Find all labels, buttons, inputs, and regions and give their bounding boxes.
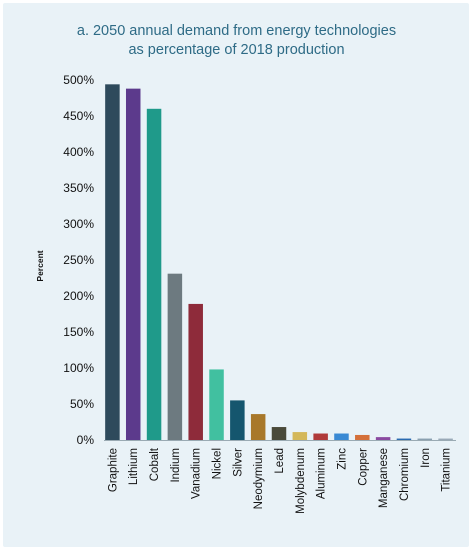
bar-iron: [417, 438, 433, 440]
y-tick-label: 350%: [63, 181, 94, 195]
y-tick-label: 100%: [63, 361, 94, 375]
bar-nickel: [209, 369, 224, 440]
bar-indium: [167, 273, 183, 440]
x-tick-label-indium: Indium: [170, 448, 182, 483]
bar-manganese: [375, 437, 391, 440]
chart-title-line-1: a. 2050 annual demand from energy techno…: [76, 23, 397, 39]
bar-vanadium: [188, 303, 203, 440]
bar-zinc: [334, 433, 349, 440]
bar-cobalt: [146, 108, 162, 441]
y-tick-label: 150%: [63, 325, 94, 339]
x-tick-label-manganese: Manganese: [378, 448, 390, 508]
bar-copper: [355, 434, 370, 440]
x-tick-label-copper: Copper: [357, 448, 369, 486]
x-tick-label-silver: Silver: [232, 448, 244, 477]
x-tick-label-zinc: Zinc: [336, 448, 348, 470]
y-axis-label: Percent: [35, 250, 45, 281]
bar-titanium: [438, 438, 453, 440]
bar-neodymium: [250, 414, 266, 440]
bar-chromium: [396, 438, 412, 440]
y-tick-label: 200%: [63, 289, 94, 303]
bar-molybdenum: [292, 432, 308, 440]
x-tick-label-cobalt: Cobalt: [149, 447, 161, 481]
x-tick-label-vanadium: Vanadium: [191, 448, 203, 499]
x-tick-label-chromium: Chromium: [399, 448, 411, 501]
bar-lead: [271, 427, 287, 440]
x-tick-label-aluminum: Aluminum: [316, 448, 328, 499]
bar-graphite: [105, 84, 120, 440]
y-tick-label: 300%: [63, 217, 94, 231]
bar-series: [105, 84, 453, 441]
x-tick-label-iron: Iron: [420, 448, 432, 468]
y-tick-label: 500%: [63, 73, 94, 87]
chart-title-line-2: as percentage of 2018 production: [128, 42, 345, 58]
bar-silver: [230, 400, 245, 440]
y-tick-label: 450%: [63, 109, 94, 123]
x-tick-label-graphite: Graphite: [107, 448, 119, 492]
x-tick-label-lithium: Lithium: [128, 448, 140, 485]
y-tick-label: 250%: [63, 253, 94, 267]
y-axis: 0% 50% 100% 150% 200% 250% 300% 350% 400% 450% 500…: [63, 73, 94, 447]
x-tick-label-titanium: Titanium: [441, 448, 453, 492]
x-axis-labels: Graphite Lithium Cobalt Indium Vanadium Nicke…: [107, 447, 452, 514]
bar-lithium: [125, 88, 141, 440]
y-tick-label: 0%: [77, 433, 95, 447]
x-tick-label-lead: Lead: [274, 448, 286, 474]
x-tick-label-molybdenum: Molybdenum: [295, 448, 307, 514]
x-tick-label-neodymium: Neodymium: [253, 448, 265, 509]
chart-title: a. 2050 annual demand from energy techno…: [0, 22, 473, 60]
bar-aluminum: [313, 433, 328, 440]
x-tick-label-nickel: Nickel: [212, 448, 224, 479]
y-tick-label: 50%: [70, 397, 94, 411]
y-tick-label: 400%: [63, 145, 94, 159]
chart-background: [3, 3, 469, 547]
